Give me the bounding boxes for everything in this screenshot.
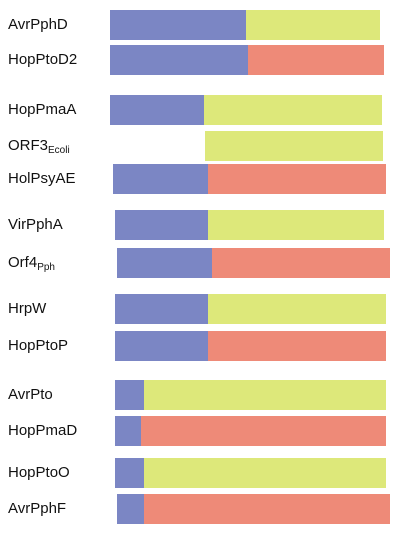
c-terminal-domain-green bbox=[204, 95, 382, 125]
protein-label: ORF3Ecoli bbox=[8, 137, 70, 156]
n-terminal-domain bbox=[110, 95, 204, 125]
c-terminal-domain-green bbox=[205, 131, 383, 161]
protein-label: HopPmaD bbox=[8, 422, 78, 439]
protein-row: HopPmaD bbox=[0, 414, 401, 448]
n-terminal-domain bbox=[117, 494, 144, 524]
protein-row: ORF3Ecoli bbox=[0, 129, 401, 163]
protein-label: HopPtoP bbox=[8, 337, 69, 354]
n-terminal-domain bbox=[115, 416, 141, 446]
n-terminal-domain bbox=[115, 294, 208, 324]
n-terminal-domain bbox=[115, 380, 144, 410]
protein-row: HopPmaA bbox=[0, 93, 401, 127]
n-terminal-domain bbox=[115, 458, 144, 488]
c-terminal-domain-green bbox=[144, 380, 386, 410]
c-terminal-domain-green bbox=[208, 294, 386, 324]
protein-row: HopPtoO bbox=[0, 456, 401, 490]
protein-label: AvrPphF bbox=[8, 500, 67, 517]
protein-label: AvrPphD bbox=[8, 16, 68, 33]
protein-row: HopPtoP bbox=[0, 329, 401, 363]
protein-label-subscript: Pph bbox=[37, 262, 55, 273]
c-terminal-domain-green bbox=[208, 210, 384, 240]
n-terminal-domain bbox=[110, 10, 246, 40]
c-terminal-domain-green bbox=[144, 458, 386, 488]
protein-label: HopPtoD2 bbox=[8, 51, 78, 68]
protein-label: AvrPto bbox=[8, 386, 53, 403]
protein-label: VirPphA bbox=[8, 216, 63, 233]
c-terminal-domain-red bbox=[208, 164, 386, 194]
protein-label-subscript: Ecoli bbox=[48, 145, 70, 156]
c-terminal-domain-red bbox=[208, 331, 386, 361]
c-terminal-domain-green bbox=[246, 10, 380, 40]
protein-row: AvrPphD bbox=[0, 8, 401, 42]
protein-label: Orf4Pph bbox=[8, 254, 55, 273]
c-terminal-domain-red bbox=[212, 248, 390, 278]
protein-label: HopPtoO bbox=[8, 464, 70, 481]
protein-row: AvrPphF bbox=[0, 492, 401, 526]
n-terminal-domain bbox=[115, 331, 208, 361]
c-terminal-domain-red bbox=[141, 416, 386, 446]
c-terminal-domain-red bbox=[248, 45, 384, 75]
protein-row: VirPphA bbox=[0, 208, 401, 242]
n-terminal-domain bbox=[110, 45, 248, 75]
protein-row: AvrPto bbox=[0, 378, 401, 412]
protein-row: HolPsyAE bbox=[0, 162, 401, 196]
n-terminal-domain bbox=[115, 210, 208, 240]
protein-row: HrpW bbox=[0, 292, 401, 326]
protein-row: Orf4Pph bbox=[0, 246, 401, 280]
n-terminal-domain bbox=[113, 164, 208, 194]
n-terminal-domain bbox=[117, 248, 212, 278]
protein-label: HrpW bbox=[8, 300, 47, 317]
protein-label: HolPsyAE bbox=[8, 170, 76, 187]
protein-row: HopPtoD2 bbox=[0, 43, 401, 77]
c-terminal-domain-red bbox=[144, 494, 390, 524]
protein-label: HopPmaA bbox=[8, 101, 77, 118]
